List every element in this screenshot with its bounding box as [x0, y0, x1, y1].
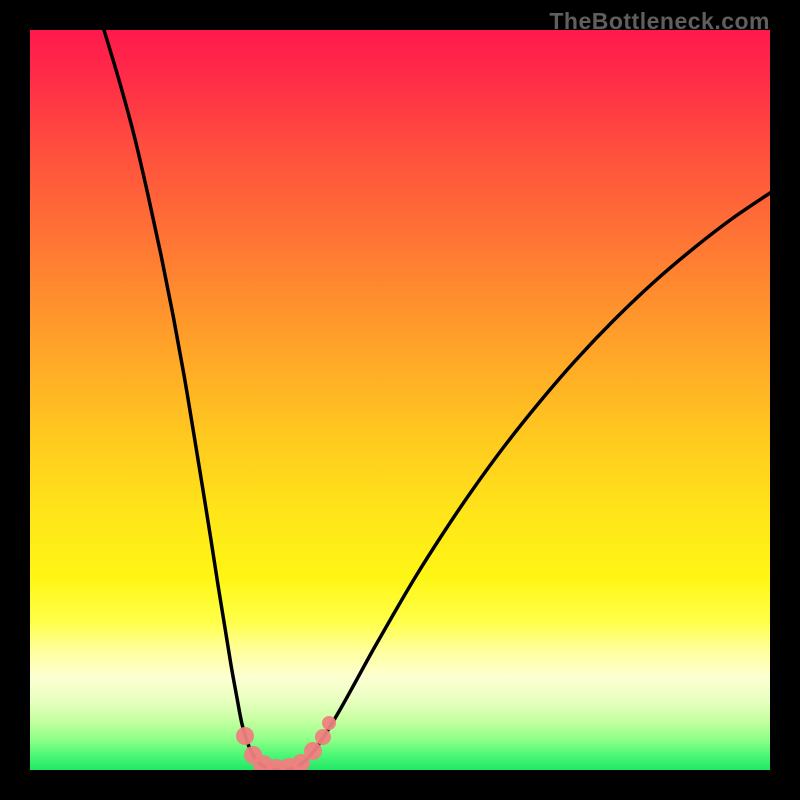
marker-group — [236, 716, 336, 770]
marker-dot — [304, 742, 322, 760]
marker-dot — [236, 727, 254, 745]
marker-dot — [322, 716, 336, 730]
curve-left — [104, 30, 282, 770]
curve-right — [282, 193, 770, 770]
plot-area — [30, 30, 770, 770]
attribution-text: TheBottleneck.com — [549, 8, 770, 35]
chart-svg — [30, 30, 770, 770]
chart-container: TheBottleneck.com — [0, 0, 800, 800]
marker-dot — [315, 729, 331, 745]
